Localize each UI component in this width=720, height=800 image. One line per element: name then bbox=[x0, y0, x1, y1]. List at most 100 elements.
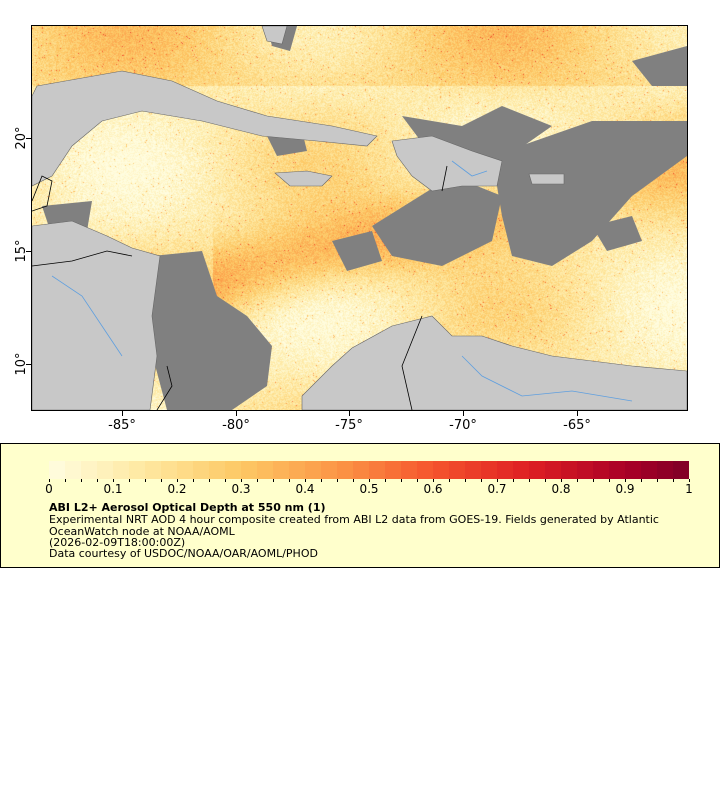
land bbox=[32, 26, 687, 410]
colorbar-step bbox=[257, 461, 273, 479]
lon-tick-label: -65° bbox=[563, 418, 591, 433]
colorbar-tick bbox=[337, 479, 338, 482]
legend-time: (2026-02-09T18:00:00Z) bbox=[49, 536, 186, 549]
colorbar-tick bbox=[225, 479, 226, 482]
colorbar-tick bbox=[545, 479, 546, 482]
colorbar-step bbox=[49, 461, 65, 479]
colorbar-step bbox=[513, 461, 529, 479]
colorbar-tick bbox=[689, 479, 690, 482]
colorbar-tick bbox=[561, 479, 562, 482]
colorbar-tick bbox=[65, 479, 66, 482]
colorbar-step bbox=[161, 461, 177, 479]
colorbar-tick bbox=[193, 479, 194, 482]
colorbar-step bbox=[193, 461, 209, 479]
colorbar-tick-label: 0.3 bbox=[231, 482, 251, 496]
colorbar-tick bbox=[513, 479, 514, 482]
colorbar-tick bbox=[129, 479, 130, 482]
colorbar-step bbox=[97, 461, 113, 479]
colorbar-tick-label: 0.5 bbox=[359, 482, 379, 496]
map-overlay bbox=[32, 26, 687, 410]
colorbar-step bbox=[225, 461, 241, 479]
colorbar-step bbox=[289, 461, 305, 479]
colorbar-tick bbox=[529, 479, 530, 482]
colorbar-tick bbox=[161, 479, 162, 482]
colorbar-step bbox=[401, 461, 417, 479]
colorbar-tick bbox=[593, 479, 594, 482]
colorbar-step bbox=[497, 461, 513, 479]
colorbar-tick bbox=[241, 479, 242, 482]
colorbar-tick bbox=[369, 479, 370, 482]
colorbar-step bbox=[481, 461, 497, 479]
colorbar-tick bbox=[81, 479, 82, 482]
colorbar-tick-label: 0.1 bbox=[103, 482, 123, 496]
colorbar-tick bbox=[353, 479, 354, 482]
lon-tick-label: -75° bbox=[335, 418, 363, 433]
colorbar-tick bbox=[289, 479, 290, 482]
colorbar-step bbox=[545, 461, 561, 479]
colorbar-tick bbox=[465, 479, 466, 482]
lon-tick-label: -85° bbox=[108, 418, 136, 433]
colorbar-tick-label: 0.6 bbox=[423, 482, 443, 496]
colorbar-step bbox=[305, 461, 321, 479]
colorbar-tick bbox=[49, 479, 50, 482]
colorbar-tick bbox=[273, 479, 274, 482]
colorbar-tick bbox=[321, 479, 322, 482]
colorbar-step bbox=[561, 461, 577, 479]
colorbar-step bbox=[433, 461, 449, 479]
colorbar-tick-label: 0.9 bbox=[615, 482, 635, 496]
colorbar-step bbox=[273, 461, 289, 479]
legend-panel: 0 0.1 0.2 0.3 0.4 0.5 0.6 0.7 0.8 0.9 1 … bbox=[0, 443, 720, 568]
colorbar-tick bbox=[577, 479, 578, 482]
colorbar-tick-label: 0.2 bbox=[167, 482, 187, 496]
colorbar-tick bbox=[641, 479, 642, 482]
colorbar-step bbox=[673, 461, 689, 479]
colorbar-step bbox=[417, 461, 433, 479]
colorbar-tick bbox=[433, 479, 434, 482]
colorbar-tick bbox=[657, 479, 658, 482]
legend-title: ABI L2+ Aerosol Optical Depth at 550 nm … bbox=[49, 501, 326, 514]
colorbar-tick bbox=[417, 479, 418, 482]
colorbar-tick bbox=[113, 479, 114, 482]
cloud-mask bbox=[42, 26, 687, 410]
colorbar-tick bbox=[609, 479, 610, 482]
colorbar-tick-label: 0 bbox=[45, 482, 53, 496]
aod-map bbox=[31, 25, 688, 411]
colorbar-tick bbox=[257, 479, 258, 482]
colorbar-step bbox=[529, 461, 545, 479]
colorbar-tick-label: 0.8 bbox=[551, 482, 571, 496]
colorbar-tick bbox=[497, 479, 498, 482]
colorbar-step bbox=[321, 461, 337, 479]
colorbar-step bbox=[353, 461, 369, 479]
colorbar-tick bbox=[305, 479, 306, 482]
colorbar-step bbox=[337, 461, 353, 479]
colorbar-tick bbox=[673, 479, 674, 482]
colorbar-tick bbox=[625, 479, 626, 482]
colorbar-step bbox=[593, 461, 609, 479]
colorbar-tick bbox=[177, 479, 178, 482]
legend-credit: Data courtesy of USDOC/NOAA/OAR/AOML/PHO… bbox=[49, 547, 318, 560]
colorbar-step bbox=[81, 461, 97, 479]
lon-tick-label: -70° bbox=[449, 418, 477, 433]
colorbar-tick bbox=[401, 479, 402, 482]
colorbar-step bbox=[449, 461, 465, 479]
colorbar-step bbox=[641, 461, 657, 479]
colorbar-tick bbox=[209, 479, 210, 482]
rivers bbox=[51, 160, 633, 402]
colorbar-tick-label: 0.7 bbox=[487, 482, 507, 496]
colorbar-step bbox=[625, 461, 641, 479]
colorbar-step bbox=[177, 461, 193, 479]
colorbar-step bbox=[113, 461, 129, 479]
lon-tick-label: -80° bbox=[222, 418, 250, 433]
colorbar-step bbox=[241, 461, 257, 479]
colorbar-tick bbox=[97, 479, 98, 482]
colorbar-step bbox=[145, 461, 161, 479]
colorbar-step bbox=[465, 461, 481, 479]
country-borders bbox=[32, 165, 448, 410]
colorbar-step bbox=[129, 461, 145, 479]
colorbar-tick bbox=[481, 479, 482, 482]
colorbar-step bbox=[657, 461, 673, 479]
colorbar-step bbox=[209, 461, 225, 479]
colorbar-tick bbox=[385, 479, 386, 482]
colorbar-step bbox=[609, 461, 625, 479]
colorbar-step bbox=[577, 461, 593, 479]
